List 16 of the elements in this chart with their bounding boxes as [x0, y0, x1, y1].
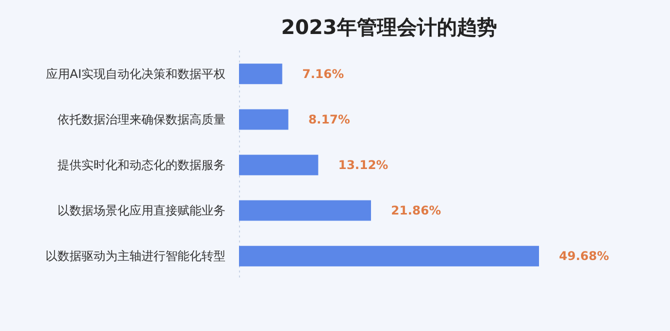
y-tick-label: 提供实时化和动态化的数据服务: [58, 158, 226, 172]
data-label: 13.12%: [338, 158, 388, 172]
y-tick-label: 应用AI实现自动化决策和数据平权: [46, 66, 226, 81]
y-tick-label: 以数据场景化应用直接赋能业务: [58, 204, 226, 218]
chart-title: 2023年管理会计的趋势: [281, 15, 497, 39]
bar: [239, 154, 318, 176]
bar: [239, 246, 539, 266]
y-tick-label: 以数据驱动为主轴进行智能化转型: [46, 249, 226, 264]
bar: [239, 64, 282, 84]
y-tick-label: 依托数据治理来确保数据高质量: [58, 112, 226, 126]
data-label: 8.17%: [308, 112, 350, 126]
data-label: 49.68%: [559, 249, 609, 264]
bar: [239, 109, 288, 130]
data-label: 7.16%: [302, 66, 344, 81]
bar: [239, 200, 372, 221]
data-label: 21.86%: [391, 204, 441, 218]
